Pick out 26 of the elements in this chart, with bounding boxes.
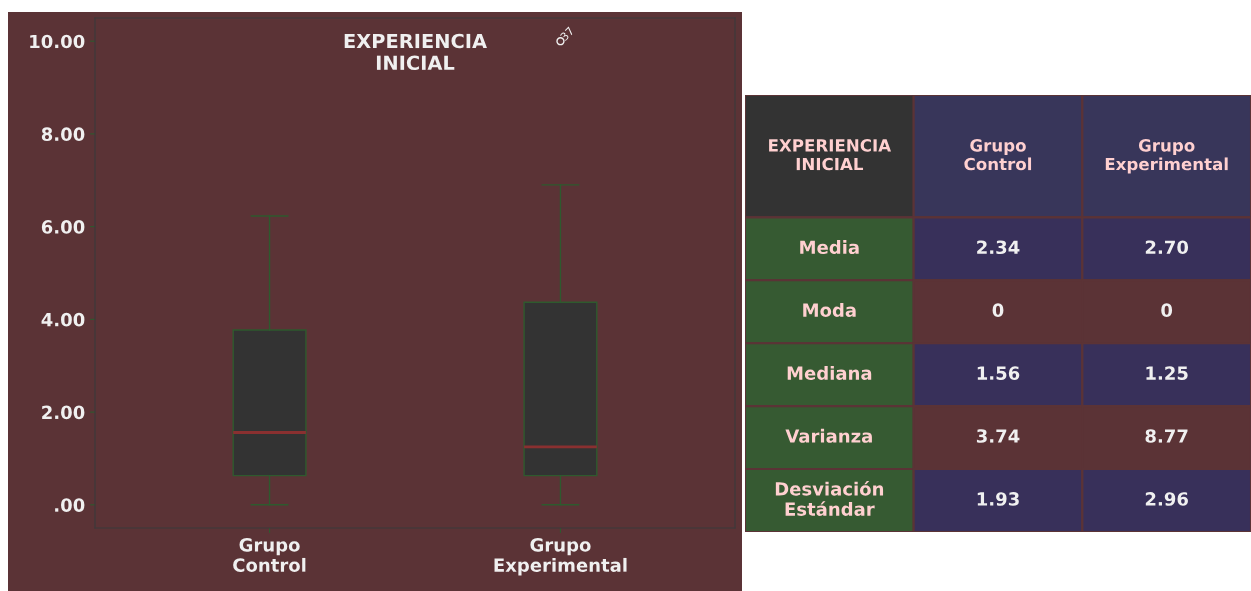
text: 2.70	[1145, 240, 1189, 255]
text: EXPERIENCIA INICIAL	[344, 33, 487, 71]
category-label: Varianza	[785, 428, 872, 443]
text: 0	[992, 303, 1004, 317]
text: 1.56	[977, 366, 1020, 380]
y-tick-label: 6.00	[41, 220, 85, 234]
y-tick-label: 10.00	[30, 34, 85, 49]
category-label: Desviación Estándar	[775, 480, 884, 516]
y-tick-label: 8.00	[41, 127, 85, 142]
text: 1.93	[977, 492, 1019, 506]
text: 1.25	[1146, 366, 1188, 380]
y-tick-label: 2.00	[42, 405, 85, 420]
category-label: Grupo Experimental	[1105, 139, 1228, 174]
text: 8.77	[1145, 429, 1188, 443]
y-tick-label: 4.00	[41, 312, 85, 327]
y-tick-label: .00	[55, 498, 85, 512]
text: 2.96	[1145, 492, 1188, 506]
category-label: Grupo Control	[964, 139, 1032, 171]
text: 2.34	[977, 240, 1020, 255]
text: 0	[1161, 303, 1173, 317]
text: 3.74	[976, 429, 1020, 443]
annotation: 37	[559, 26, 575, 42]
category-label: Media	[800, 240, 859, 255]
category-label: Moda	[803, 303, 856, 317]
text: EXPERIENCIA INICIAL	[769, 139, 892, 171]
category-label: Mediana	[787, 365, 872, 380]
